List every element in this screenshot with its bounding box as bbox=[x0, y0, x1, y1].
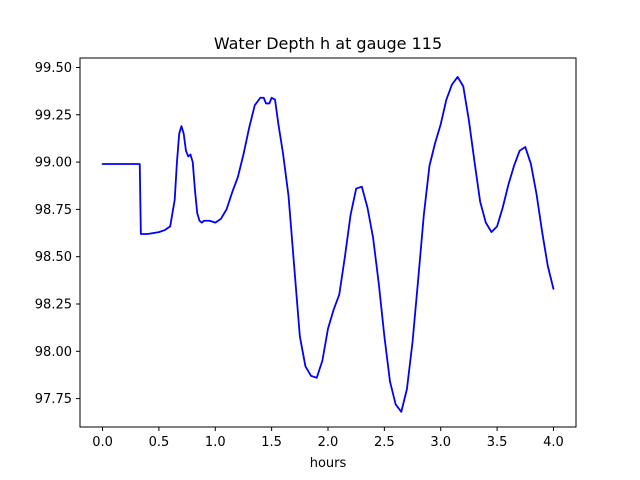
y-tick-label: 99.50 bbox=[35, 61, 72, 76]
y-tick-label: 98.50 bbox=[35, 250, 72, 265]
series-line-0 bbox=[101, 76, 555, 413]
y-tick-label: 99.25 bbox=[35, 108, 72, 123]
x-axis-label: hours bbox=[310, 456, 347, 471]
chart-title: Water Depth h at gauge 115 bbox=[214, 34, 442, 53]
x-tick-label: 0.5 bbox=[149, 435, 170, 450]
x-tick-label: 4.0 bbox=[543, 435, 564, 450]
y-tick-label: 98.00 bbox=[35, 345, 72, 360]
y-tick-label: 97.75 bbox=[35, 392, 72, 407]
x-tick-label: 2.0 bbox=[318, 435, 339, 450]
x-tick-label: 1.5 bbox=[261, 435, 282, 450]
y-tick-label: 98.25 bbox=[35, 298, 72, 313]
x-tick-label: 3.5 bbox=[487, 435, 508, 450]
x-tick-label: 2.5 bbox=[374, 435, 395, 450]
x-tick-label: 0.0 bbox=[92, 435, 113, 450]
x-tick-label: 3.0 bbox=[430, 435, 451, 450]
y-tick-label: 99.00 bbox=[35, 156, 72, 171]
plot-area: 0.0 0.5 1.0 1.5 2.0 2.5 3.0 3.5 4.0 97.75 98.00 98.… bbox=[35, 57, 577, 450]
y-tick-label: 98.75 bbox=[35, 203, 72, 218]
x-tick-label: 1.0 bbox=[205, 435, 226, 450]
